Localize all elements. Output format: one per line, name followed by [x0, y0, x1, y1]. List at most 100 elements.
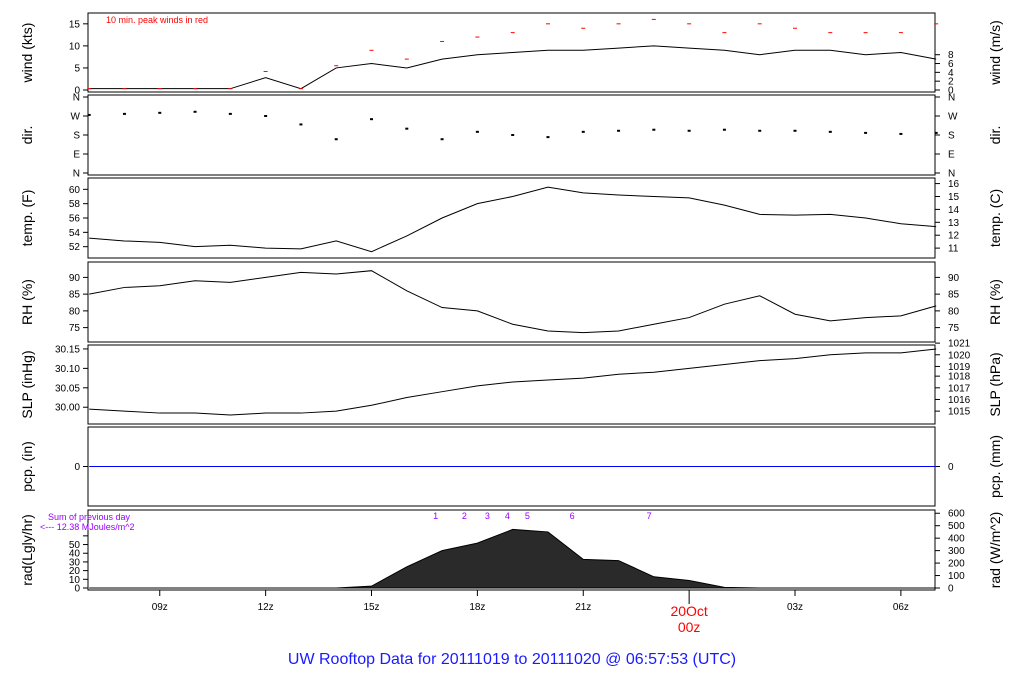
direction-point: [581, 130, 585, 133]
y-tick-label-right: 12: [948, 231, 960, 242]
panel-rh: 75 80 85 90 75 80 85 90 RH (%) RH (%): [19, 261, 1003, 343]
x-tick-label: 06z: [893, 602, 909, 613]
rh-line: [89, 270, 937, 334]
panel-slp: 30.00 30.05 30.10 30.15 10151016101710181019…: [19, 339, 1003, 425]
direction-point: [899, 132, 903, 135]
y-axis-label: SLP (inHg): [19, 350, 35, 418]
direction-point: [546, 136, 550, 139]
y-tick-label: 56: [69, 214, 81, 225]
direction-point: [652, 128, 656, 131]
y-tick-label-right: 1018: [948, 372, 971, 383]
direction-point: [687, 129, 691, 132]
y-tick-label-right: 15: [948, 192, 960, 203]
y-tick-label-right: 2: [948, 77, 954, 88]
x-tick-label: 00z: [678, 619, 701, 635]
x-tick-label: 12z: [258, 602, 274, 613]
direction-point: [758, 129, 762, 132]
direction-point: [405, 127, 409, 130]
y-tick-label-right: S: [948, 131, 955, 142]
y-axis-label-right: pcp. (mm): [987, 435, 1003, 498]
peak-wind-note: 10 min. peak winds in red: [106, 15, 208, 25]
direction-point: [793, 129, 797, 132]
direction-point: [440, 138, 444, 141]
y-axis-label: rad(Lgly/hr): [19, 514, 35, 586]
direction-point: [370, 118, 374, 121]
panel-pcp: 0 0 pcp. (in) pcp. (mm): [19, 426, 1003, 507]
y-tick-label: 30.10: [55, 364, 80, 375]
y-axis-label-right: dir.: [987, 126, 1003, 145]
y-tick-label-right: 1016: [948, 395, 971, 406]
y-tick-label-right: E: [948, 150, 955, 161]
y-tick-label: 10: [69, 41, 81, 52]
y-tick-label: 54: [69, 228, 81, 239]
y-tick-label-right: 0: [948, 584, 954, 595]
slp-line: [89, 348, 937, 416]
rad-marker: 7: [647, 511, 652, 521]
y-axis-label-right: rad (W/m^2): [987, 512, 1003, 589]
y-tick-label-right: 14: [948, 205, 960, 216]
y-tick-label: N: [73, 93, 80, 104]
y-tick-label: 58: [69, 199, 81, 210]
direction-point: [934, 131, 938, 134]
y-axis-label-right: temp. (C): [987, 189, 1003, 247]
y-tick-label-right: 100: [948, 571, 965, 582]
wind-line: [89, 45, 937, 90]
y-tick-label-right: 13: [948, 218, 960, 229]
y-tick-label: 0: [74, 584, 80, 595]
y-tick-label: E: [73, 150, 80, 161]
figure-title: UW Rooftop Data for 20111019 to 20111020…: [287, 651, 737, 668]
direction-point: [511, 134, 515, 136]
y-tick-label-right: 1019: [948, 362, 971, 373]
y-tick-label: 40: [69, 549, 81, 560]
y-tick-label-right: N: [948, 93, 955, 104]
y-tick-label-right: 0: [948, 86, 954, 97]
y-tick-label-right: 90: [948, 273, 960, 284]
y-tick-label: S: [73, 131, 80, 142]
y-tick-label-right: 600: [948, 509, 965, 520]
y-tick-label: 0: [74, 86, 80, 97]
direction-point: [87, 113, 91, 116]
y-tick-label-right: 11: [948, 244, 959, 255]
panel-rad: 010203040500100200300400500600rad(Lgly/h…: [19, 509, 1003, 595]
direction-point: [264, 115, 268, 117]
rad-marker: 6: [570, 511, 575, 521]
y-tick-label-right: N: [948, 169, 955, 180]
y-axis-label-right: wind (m/s): [987, 20, 1003, 86]
temp-line: [89, 186, 937, 253]
rad-sum-value: <--- 12.38 MJoules/m^2: [40, 522, 135, 532]
y-tick-label-right: 75: [948, 323, 960, 334]
y-tick-label-right: 6: [948, 59, 954, 70]
direction-point: [158, 111, 162, 114]
plot-frame: [87, 12, 936, 93]
plot-frame: [87, 509, 936, 591]
radiation-area: [89, 528, 937, 589]
rad-sum-label: Sum of previous day: [48, 512, 131, 522]
plot-frame: [87, 261, 936, 343]
y-tick-label-right: 4: [948, 68, 954, 79]
rad-marker: 1: [433, 511, 438, 521]
x-tick-label: 18z: [469, 602, 485, 613]
x-tick-label: 09z: [152, 602, 168, 613]
y-tick-label-right: 1015: [948, 407, 971, 418]
rad-marker: 4: [505, 511, 510, 521]
y-tick-label: 60: [69, 185, 81, 196]
direction-point: [334, 138, 338, 141]
y-tick-label: 75: [69, 323, 81, 334]
plot-frame: [87, 344, 936, 425]
y-tick-label-right: 8: [948, 50, 954, 61]
x-tick-label: 03z: [787, 602, 803, 613]
y-tick-label-right: W: [948, 112, 958, 123]
y-tick-label-right: 200: [948, 559, 965, 570]
y-axis-label-right: SLP (hPa): [987, 352, 1003, 416]
y-tick-label: W: [71, 112, 81, 123]
y-tick-label-right: 300: [948, 546, 965, 557]
y-axis-label: temp. (F): [19, 190, 35, 247]
y-tick-label: 80: [69, 306, 81, 317]
y-tick-label: 5: [74, 63, 80, 74]
y-tick-label: 0: [74, 462, 80, 473]
y-tick-label: N: [73, 169, 80, 180]
